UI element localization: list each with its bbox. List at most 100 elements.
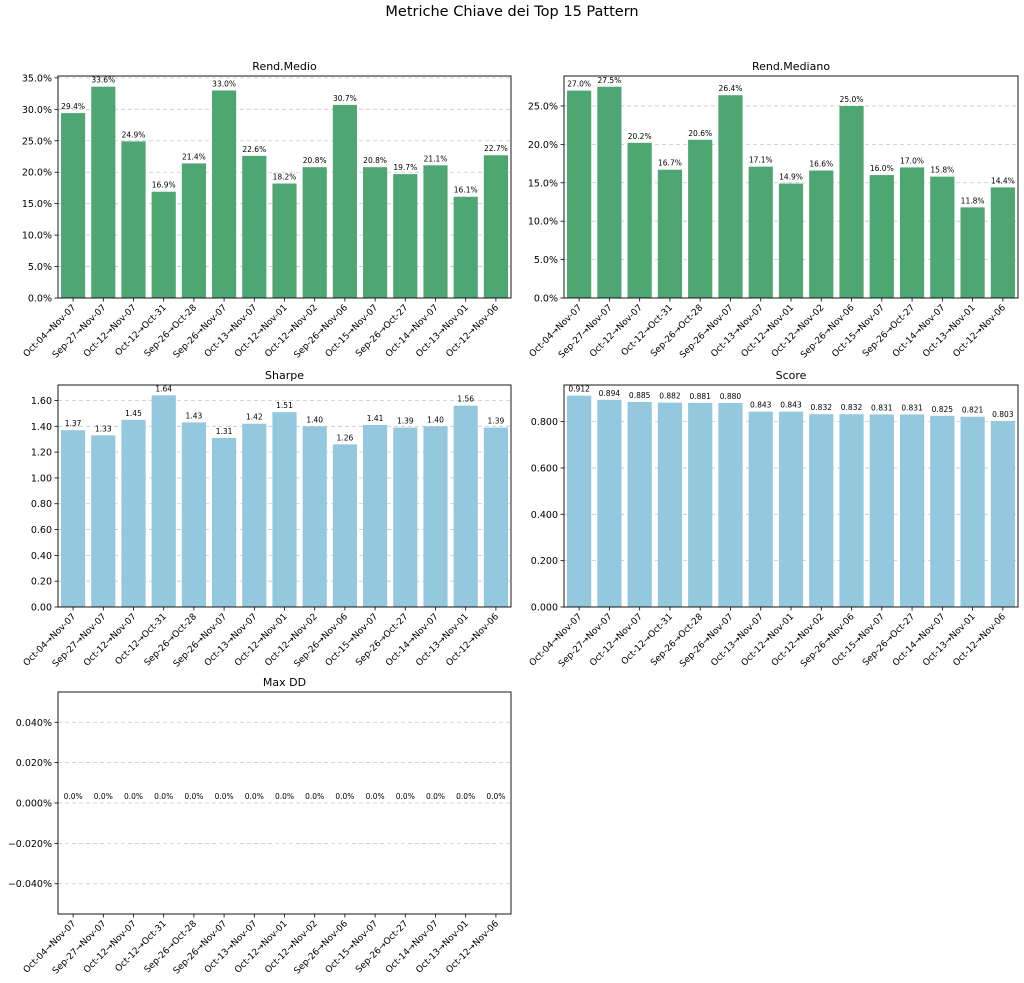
y-tick-label: 1.40 — [31, 422, 52, 433]
bar — [423, 426, 448, 607]
x-tick-label: Oct-04→Nov-07 — [528, 303, 584, 359]
x-tick-label: Oct-12→Nov-06 — [952, 303, 1009, 360]
data-label: 0.0% — [245, 792, 264, 801]
bar — [899, 167, 925, 298]
bar — [212, 437, 237, 607]
bar — [627, 401, 652, 607]
x-tick-label: Oct-04→Nov-07 — [22, 612, 78, 668]
y-tick-label: 0.800 — [531, 417, 558, 428]
data-label: 0.880 — [720, 392, 742, 401]
x-tick-label: Oct-12→Nov-07 — [82, 303, 138, 359]
y-tick-label: 0.60 — [31, 525, 52, 536]
y-tick-label: 0.80 — [31, 499, 52, 510]
y-tick-label: 30.0% — [22, 105, 52, 116]
data-label: 1.40 — [306, 415, 323, 424]
bar — [597, 399, 622, 607]
data-label: 1.43 — [186, 411, 203, 420]
x-tick-label: Sep-26→Nov-07 — [172, 303, 229, 360]
bar — [688, 139, 713, 298]
x-tick-label: Oct-13→Nov-01 — [414, 919, 470, 975]
x-tick-label: Oct-13→Nov-01 — [921, 303, 977, 359]
bar — [930, 415, 955, 607]
data-label: 0.821 — [962, 406, 984, 415]
y-tick-label: 0.000 — [531, 603, 558, 614]
x-tick-label: Oct-12→Nov-06 — [445, 303, 502, 360]
bar — [363, 167, 388, 298]
bar — [332, 104, 357, 299]
y-tick-label: 1.60 — [31, 396, 52, 407]
bar — [960, 416, 985, 607]
bar — [960, 207, 985, 298]
data-label: 20.2% — [628, 132, 652, 141]
bar — [212, 90, 237, 298]
bar — [657, 169, 683, 298]
y-tick-label: 15.0% — [528, 178, 558, 189]
bar — [453, 405, 478, 607]
bar — [242, 155, 267, 298]
subplot-title: Score — [776, 369, 807, 382]
x-tick-label: Sep-27→Nov-07 — [51, 919, 108, 976]
data-label: 0.0% — [426, 792, 445, 801]
bar — [869, 175, 894, 298]
x-tick-label: Sep-26→Oct-28 — [649, 612, 705, 668]
bar — [181, 163, 206, 298]
x-tick-label: Oct-12→Nov-02 — [263, 612, 319, 668]
x-tick-label: Sep-26→Nov-07 — [172, 612, 229, 669]
x-tick-label: Sep-26→Nov-06 — [293, 303, 351, 361]
y-tick-label: 0.040% — [16, 718, 52, 729]
subplot-1: 0.0% 5.0% 10.0% 15.0% 20.0% 25.0% 30.0% 35.0% 29… — [22, 60, 512, 361]
x-tick-label: Oct-12→Nov-06 — [952, 612, 1009, 669]
data-label: 0.843 — [780, 401, 802, 410]
subplot-2: 0.0% 5.0% 10.0% 15.0% 20.0% 25.0% 27.0% 27.5% 20… — [528, 60, 1019, 360]
bar — [778, 411, 804, 607]
bar — [483, 155, 508, 298]
data-label: 1.33 — [95, 424, 112, 433]
y-tick-label: 0.600 — [531, 463, 558, 474]
plot-frame — [57, 691, 512, 915]
bar — [61, 113, 86, 298]
x-tick-label: Oct-12→Nov-02 — [263, 919, 319, 975]
x-tick-label: Sep-26→Nov-07 — [172, 919, 229, 976]
x-tick-label: Sep-26→Nov-06 — [799, 612, 857, 670]
data-label: 22.6% — [242, 145, 266, 154]
data-label: 1.51 — [276, 401, 293, 410]
bar — [597, 86, 622, 298]
data-label: 16.9% — [152, 181, 176, 190]
data-label: 0.885 — [629, 391, 651, 400]
bar — [567, 395, 592, 607]
x-tick-label: Sep-26→Oct-28 — [143, 612, 199, 668]
plot-frame — [57, 384, 512, 608]
bar — [899, 414, 925, 607]
data-label: 0.0% — [64, 792, 83, 801]
data-label: 1.26 — [337, 433, 354, 442]
plot-frame — [563, 384, 1019, 608]
bar — [990, 187, 1015, 298]
x-tick-label: Oct-12→Nov-01 — [233, 612, 289, 668]
data-label: 0.0% — [124, 792, 143, 801]
y-tick-label: 0.0% — [534, 294, 558, 305]
bar — [272, 412, 297, 607]
data-label: 29.4% — [61, 102, 85, 111]
y-tick-label: 5.0% — [28, 262, 52, 273]
data-label: 1.37 — [65, 419, 82, 428]
x-tick-label: Sep-27→Nov-07 — [51, 303, 108, 360]
bar — [809, 170, 834, 298]
x-tick-label: Oct-12→Nov-07 — [82, 919, 138, 975]
x-tick-label: Oct-13→Nov-07 — [709, 612, 765, 668]
bar — [272, 183, 297, 298]
y-tick-label: 0.20 — [31, 577, 52, 588]
x-tick-label: Sep-26→Oct-27 — [861, 303, 917, 359]
x-tick-label: Oct-15→Nov-07 — [324, 612, 380, 668]
subplot-title: Max DD — [263, 676, 306, 689]
x-tick-label: Oct-13→Nov-07 — [203, 303, 259, 359]
bar — [839, 105, 864, 298]
data-label: 0.825 — [932, 405, 954, 414]
x-tick-label: Oct-13→Nov-01 — [414, 612, 470, 668]
x-tick-label: Sep-26→Oct-28 — [143, 303, 199, 359]
bar — [91, 435, 116, 607]
x-tick-label: Sep-26→Oct-28 — [143, 919, 199, 975]
y-tick-label: 1.20 — [31, 448, 52, 459]
data-label: 0.831 — [901, 403, 923, 412]
x-tick-label: Sep-26→Oct-27 — [354, 612, 410, 668]
